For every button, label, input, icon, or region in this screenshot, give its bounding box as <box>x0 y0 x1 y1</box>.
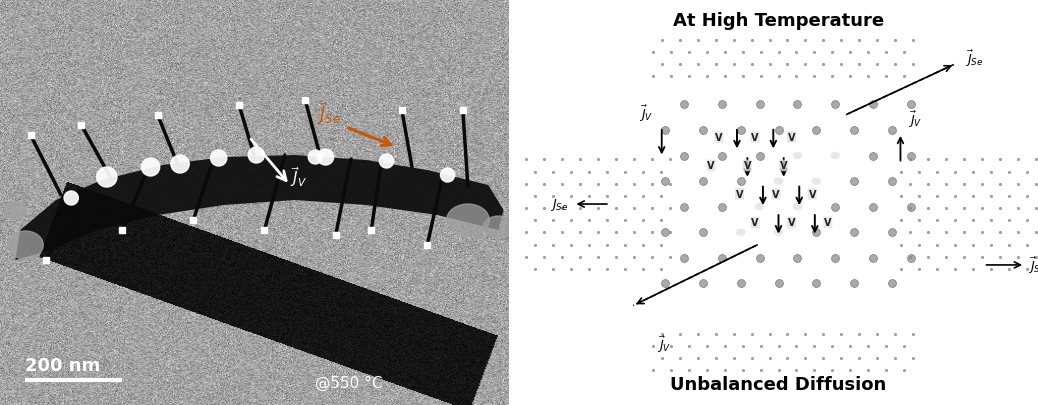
Circle shape <box>318 149 333 166</box>
Circle shape <box>773 178 784 185</box>
Text: V: V <box>752 133 759 143</box>
Polygon shape <box>16 156 503 260</box>
Text: $J_{Se}$: $J_{Se}$ <box>550 196 569 213</box>
Circle shape <box>830 152 840 160</box>
Text: V: V <box>707 161 715 171</box>
Circle shape <box>793 203 802 211</box>
Circle shape <box>248 148 265 164</box>
Text: V: V <box>743 161 752 171</box>
Text: V: V <box>788 133 795 143</box>
Circle shape <box>141 159 160 177</box>
Ellipse shape <box>483 216 514 239</box>
Text: V: V <box>780 161 788 171</box>
Text: $\vec{J}_{Se}$: $\vec{J}_{Se}$ <box>1028 255 1038 275</box>
Ellipse shape <box>446 205 489 237</box>
Text: $\vec{J}_{V}$: $\vec{J}_{V}$ <box>639 103 653 124</box>
Circle shape <box>211 151 227 166</box>
Text: V: V <box>752 218 759 228</box>
Circle shape <box>171 156 189 174</box>
Text: $\vec{J}_{V}$: $\vec{J}_{V}$ <box>657 334 672 354</box>
Text: $\vec{J}_{Se}$: $\vec{J}_{Se}$ <box>965 49 984 69</box>
Text: V: V <box>809 190 816 199</box>
Text: $\vec{J}_{V}$: $\vec{J}_{V}$ <box>290 165 307 189</box>
Text: V: V <box>772 190 780 199</box>
Circle shape <box>64 192 78 205</box>
Circle shape <box>755 203 764 211</box>
Circle shape <box>793 152 802 160</box>
Circle shape <box>736 229 745 237</box>
Text: Unbalanced Diffusion: Unbalanced Diffusion <box>671 375 886 393</box>
Text: $\vec{J}_{V}$: $\vec{J}_{V}$ <box>908 109 923 130</box>
Ellipse shape <box>4 202 26 220</box>
Circle shape <box>97 168 117 188</box>
Text: V: V <box>824 218 831 228</box>
Circle shape <box>308 151 323 164</box>
Text: At High Temperature: At High Temperature <box>673 12 884 30</box>
Text: V: V <box>788 218 795 228</box>
Circle shape <box>812 178 821 185</box>
Ellipse shape <box>7 231 44 259</box>
Text: V: V <box>736 190 743 199</box>
Circle shape <box>380 155 393 168</box>
Text: @550 °C: @550 °C <box>316 375 383 390</box>
Text: V: V <box>715 133 722 143</box>
Circle shape <box>773 229 784 237</box>
Text: 200 nm: 200 nm <box>25 356 101 374</box>
Text: $\vec{J}_{Se}$: $\vec{J}_{Se}$ <box>318 100 342 127</box>
Circle shape <box>440 168 455 183</box>
